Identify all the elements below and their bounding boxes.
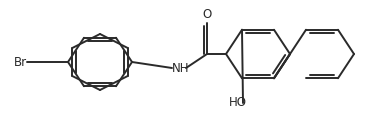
- Text: Br: Br: [14, 55, 27, 69]
- Text: NH: NH: [172, 61, 189, 75]
- Text: HO: HO: [229, 96, 247, 109]
- Text: O: O: [202, 7, 212, 21]
